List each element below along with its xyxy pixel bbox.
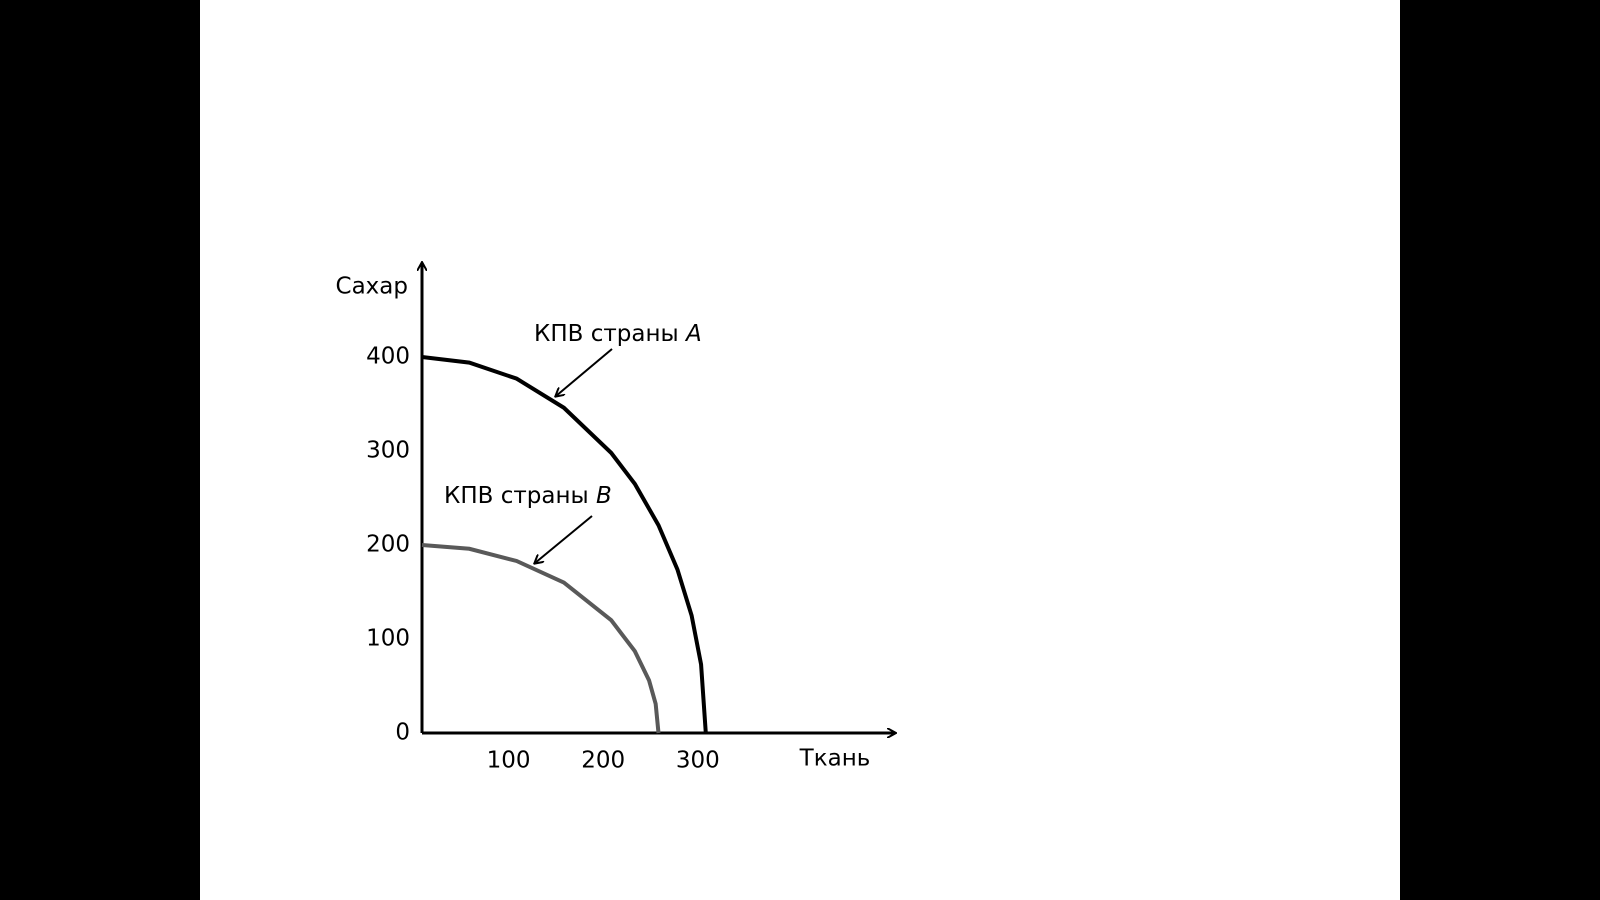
x-axis-title: Ткань	[799, 746, 871, 772]
y-axis-title: Сахар	[336, 274, 408, 300]
y-tick-label: 300	[366, 438, 410, 464]
x-tick-label: 200	[581, 748, 625, 774]
slide-background	[200, 0, 1400, 900]
annotation-arrow	[535, 515, 593, 563]
y-tick-label: 0	[395, 720, 410, 746]
y-tick-label: 400	[366, 344, 410, 370]
x-tick-label: 300	[676, 748, 720, 774]
y-tick-label: 100	[366, 626, 410, 652]
y-tick-label: 200	[366, 532, 410, 558]
ppf-curve	[421, 543, 661, 734]
annotation-arrow	[556, 348, 613, 396]
curve-label: КПВ страны A	[534, 321, 702, 347]
ppf-curve	[421, 355, 708, 734]
curve-label: КПВ страны B	[444, 483, 612, 509]
x-tick-label: 100	[487, 748, 531, 774]
